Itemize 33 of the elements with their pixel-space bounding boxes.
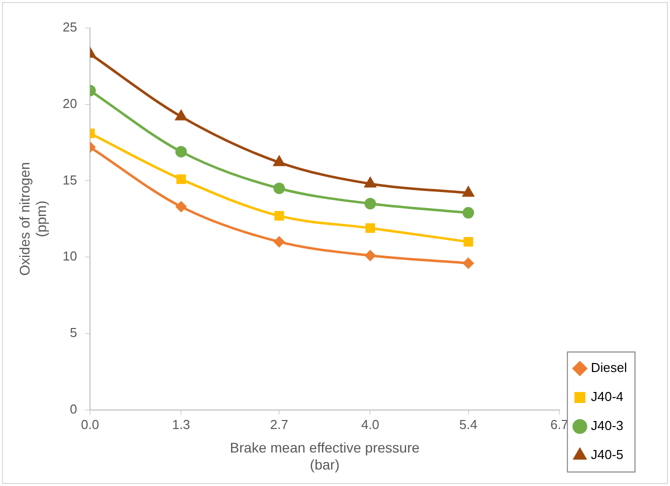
point xyxy=(274,156,285,166)
x-axis-title: Brake mean effective pressure (bar) xyxy=(230,440,420,472)
point xyxy=(176,201,186,212)
x-tick-label: 2.7 xyxy=(270,417,288,432)
legend-label: J40-5 xyxy=(590,447,624,462)
point xyxy=(463,258,474,268)
point xyxy=(464,237,474,247)
legend-label: J40-4 xyxy=(590,389,624,404)
x-tick-label: 4.0 xyxy=(361,417,380,432)
y-axis-title: Oxides of nitrogen (ppm) xyxy=(16,162,50,276)
point xyxy=(462,207,474,219)
x-tick-label: 5.4 xyxy=(459,417,478,432)
y-tick-label: 15 xyxy=(62,172,78,188)
point xyxy=(175,146,187,158)
point xyxy=(365,250,376,261)
y-tick-label: 20 xyxy=(62,96,78,111)
point xyxy=(274,236,284,248)
point xyxy=(364,178,376,188)
point xyxy=(176,110,187,120)
point xyxy=(176,174,186,184)
point xyxy=(274,211,284,221)
point xyxy=(364,198,376,210)
legend-label: Diesel xyxy=(590,360,628,376)
y-tick-label: 10 xyxy=(62,248,78,264)
y-tick-label: 0 xyxy=(70,401,78,416)
y-tick-label: 5 xyxy=(70,325,78,340)
point xyxy=(365,223,376,233)
point xyxy=(462,186,474,197)
point xyxy=(273,182,285,194)
legend-label: J40-3 xyxy=(590,418,624,434)
x-tick-label: 1.3 xyxy=(172,417,190,432)
y-tick-label: 25 xyxy=(62,20,78,35)
x-tick-label: 0.0 xyxy=(81,417,100,432)
